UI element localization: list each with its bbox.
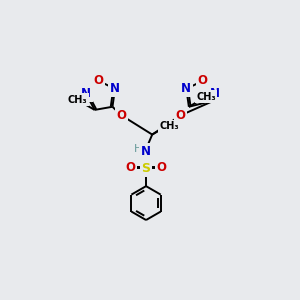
Text: O: O: [198, 74, 208, 87]
Text: O: O: [126, 161, 136, 174]
Text: N: N: [141, 145, 151, 158]
Text: O: O: [176, 109, 186, 122]
Text: N: N: [210, 87, 220, 101]
Text: N: N: [182, 82, 191, 95]
Text: CH₃: CH₃: [68, 95, 88, 105]
Text: H: H: [134, 144, 142, 154]
Text: N: N: [110, 82, 120, 95]
Text: N: N: [81, 87, 91, 101]
Text: CH₃: CH₃: [159, 121, 179, 131]
Text: S: S: [142, 162, 151, 175]
Text: O: O: [157, 161, 166, 174]
Text: CH₃: CH₃: [196, 92, 216, 102]
Text: O: O: [116, 109, 126, 122]
Text: O: O: [94, 74, 104, 87]
